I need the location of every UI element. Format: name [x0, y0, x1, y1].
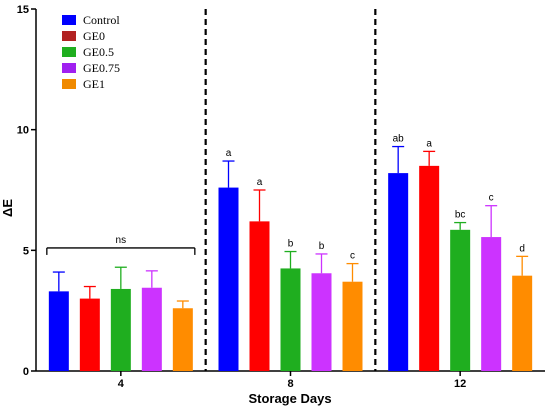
legend-label: Control: [83, 13, 120, 27]
legend-swatch: [62, 63, 76, 73]
bar: [48, 291, 69, 371]
bar: [419, 165, 440, 371]
legend-swatch: [62, 15, 76, 25]
significance-label: a: [257, 177, 263, 188]
significance-label: c: [489, 193, 494, 204]
bar: [141, 287, 162, 371]
legend: Control GE0 GE0.5 GE0.75 GE1: [62, 13, 120, 91]
legend-label: GE1: [83, 77, 105, 91]
legend-swatch: [62, 79, 76, 89]
bar: [172, 308, 193, 371]
significance-label: b: [288, 239, 294, 250]
y-tick-label: 10: [17, 125, 29, 137]
legend-label: GE0: [83, 29, 105, 43]
significance-label: ab: [393, 134, 405, 145]
bar: [512, 275, 533, 371]
significance-label: a: [426, 138, 432, 149]
bar: [311, 273, 332, 371]
legend-label: GE0.5: [83, 45, 114, 59]
y-tick-label: 5: [23, 245, 29, 257]
y-axis-title: ΔE: [0, 199, 15, 217]
bar: [481, 237, 502, 371]
bar: [218, 187, 239, 371]
bar: [342, 281, 363, 371]
legend-swatch: [62, 47, 76, 57]
legend-label: GE0.75: [83, 61, 120, 75]
error-bars: [52, 145, 529, 309]
ns-label: ns: [116, 235, 127, 246]
bar: [388, 173, 409, 371]
significance-label: c: [350, 251, 355, 262]
group-separators: [204, 9, 377, 371]
y-tick-label: 0: [23, 366, 29, 378]
bar: [280, 268, 301, 371]
x-tick-label: 12: [454, 378, 466, 390]
bar: [249, 221, 270, 371]
significance-label: d: [519, 243, 525, 254]
x-tick-label: 8: [287, 378, 293, 390]
bars: [48, 165, 533, 371]
significance-label: b: [319, 241, 325, 252]
bar: [79, 298, 100, 371]
x-tick-label: 4: [118, 378, 125, 390]
legend-swatch: [62, 31, 76, 41]
significance-label: bc: [455, 210, 466, 221]
bar: [450, 229, 471, 371]
x-axis-title: Storage Days: [248, 391, 331, 406]
y-tick-label: 15: [17, 4, 29, 16]
significance-label: a: [226, 148, 232, 159]
bar: [110, 288, 131, 371]
